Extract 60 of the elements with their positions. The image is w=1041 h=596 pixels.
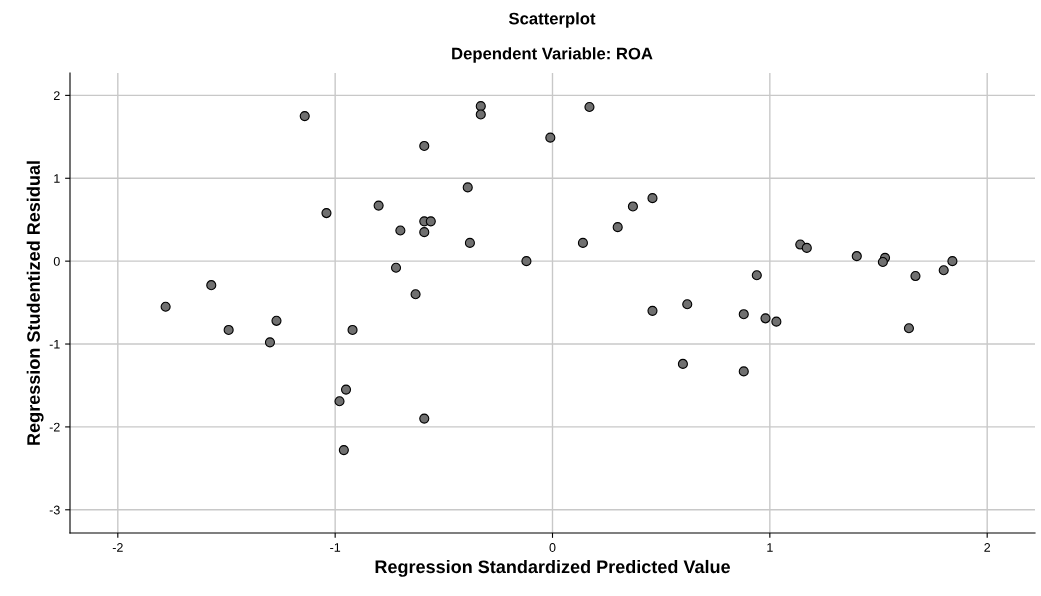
- point: [910, 271, 921, 282]
- point: [299, 111, 310, 122]
- point: [545, 132, 556, 143]
- point: [938, 265, 949, 276]
- x-tick-label: -2: [112, 543, 123, 552]
- point: [338, 445, 349, 456]
- y-tick-label: -2: [49, 422, 60, 432]
- point: [206, 280, 217, 291]
- point: [264, 337, 276, 348]
- point: [464, 237, 475, 248]
- point: [677, 358, 688, 369]
- y-tick-label: 1: [54, 174, 60, 183]
- point: [347, 324, 358, 335]
- point: [682, 299, 693, 310]
- x-tick-label: 1: [767, 543, 773, 552]
- point: [160, 301, 171, 312]
- point: [647, 193, 658, 204]
- point: [584, 101, 595, 113]
- y-axis-title: Regression Studentized Residual: [26, 161, 44, 445]
- point: [321, 208, 332, 219]
- point: [419, 413, 430, 424]
- point: [947, 256, 958, 267]
- point: [223, 324, 234, 335]
- point: [877, 256, 888, 268]
- point: [521, 256, 532, 267]
- chart-subtitle: Dependent Variable: ROA: [452, 47, 653, 63]
- x-tick-label: 0: [549, 543, 556, 552]
- y-tick-label: 0: [53, 256, 60, 266]
- point: [334, 396, 345, 407]
- point: [771, 316, 782, 327]
- point: [419, 227, 430, 238]
- point: [738, 309, 749, 320]
- point: [419, 140, 430, 151]
- point: [390, 262, 402, 273]
- x-tick-label: 2: [984, 543, 991, 552]
- point: [340, 384, 352, 395]
- point: [271, 315, 282, 326]
- chart-title: Scatterplot: [508, 12, 596, 28]
- point: [395, 225, 406, 236]
- y-tick-label: -1: [49, 339, 60, 349]
- point: [903, 323, 914, 334]
- x-tick-label: -1: [330, 543, 341, 552]
- point: [647, 305, 658, 316]
- y-tick-label: 2: [53, 91, 60, 100]
- point: [751, 270, 762, 281]
- x-axis-title: Regression Standardized Predicted Value: [375, 559, 730, 577]
- point: [801, 242, 812, 253]
- point: [462, 182, 473, 193]
- point: [373, 200, 384, 211]
- point: [851, 251, 862, 262]
- point: [612, 222, 623, 233]
- point: [425, 216, 436, 227]
- point: [475, 109, 486, 120]
- y-tick-label: -3: [49, 505, 60, 515]
- point: [738, 366, 749, 377]
- point: [475, 101, 486, 112]
- point: [760, 313, 771, 324]
- point: [627, 201, 638, 212]
- point: [577, 237, 588, 248]
- point: [410, 289, 421, 300]
